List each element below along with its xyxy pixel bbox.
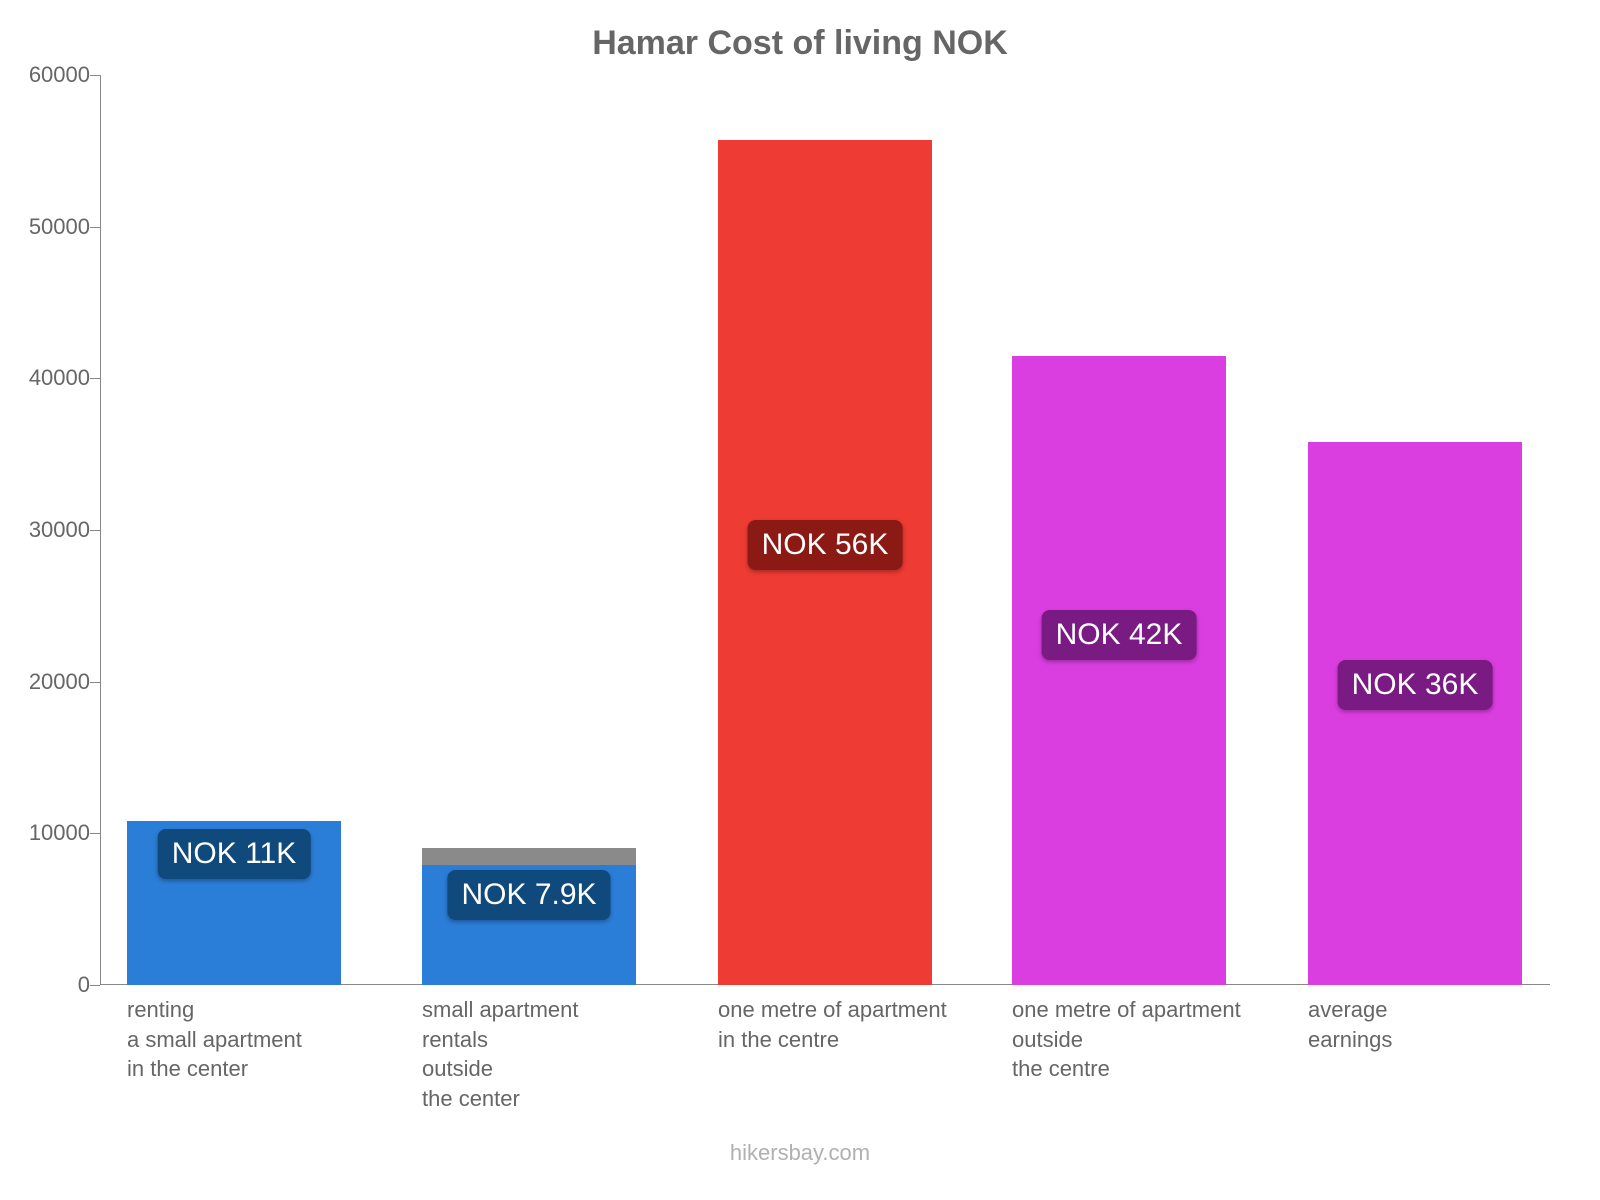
y-tick	[90, 378, 100, 379]
source-caption: hikersbay.com	[0, 1140, 1600, 1166]
y-tick	[90, 682, 100, 683]
y-tick-label: 60000	[29, 62, 90, 88]
chart-title: Hamar Cost of living NOK	[0, 24, 1600, 63]
y-tick-label: 50000	[29, 214, 90, 240]
y-tick-label: 30000	[29, 517, 90, 543]
y-tick	[90, 75, 100, 76]
chart-container: Hamar Cost of living NOK 010000200003000…	[0, 0, 1600, 1200]
bar-value-label: NOK 36K	[1338, 660, 1493, 710]
x-category-label: one metre of apartment in the centre	[718, 995, 1002, 1054]
x-category-label: average earnings	[1308, 995, 1592, 1054]
y-tick	[90, 227, 100, 228]
bar-value-label: NOK 11K	[158, 829, 311, 879]
bar-overlay	[422, 848, 636, 865]
bar	[1308, 442, 1522, 985]
bar-value-label: NOK 42K	[1042, 610, 1197, 660]
y-tick-label: 10000	[29, 820, 90, 846]
y-tick-label: 0	[78, 972, 90, 998]
y-tick-label: 40000	[29, 365, 90, 391]
y-tick	[90, 530, 100, 531]
y-tick	[90, 833, 100, 834]
y-tick-label: 20000	[29, 669, 90, 695]
x-category-label: renting a small apartment in the center	[127, 995, 411, 1084]
bar-value-label: NOK 56K	[748, 520, 903, 570]
plot-area: 0100002000030000400005000060000 NOK 11KN…	[100, 75, 1550, 985]
x-category-label: small apartment rentals outside the cent…	[422, 995, 706, 1114]
y-axis	[100, 75, 101, 985]
y-tick	[90, 985, 100, 986]
bar-value-label: NOK 7.9K	[447, 870, 610, 920]
bar	[1012, 356, 1226, 985]
x-category-label: one metre of apartment outside the centr…	[1012, 995, 1296, 1084]
